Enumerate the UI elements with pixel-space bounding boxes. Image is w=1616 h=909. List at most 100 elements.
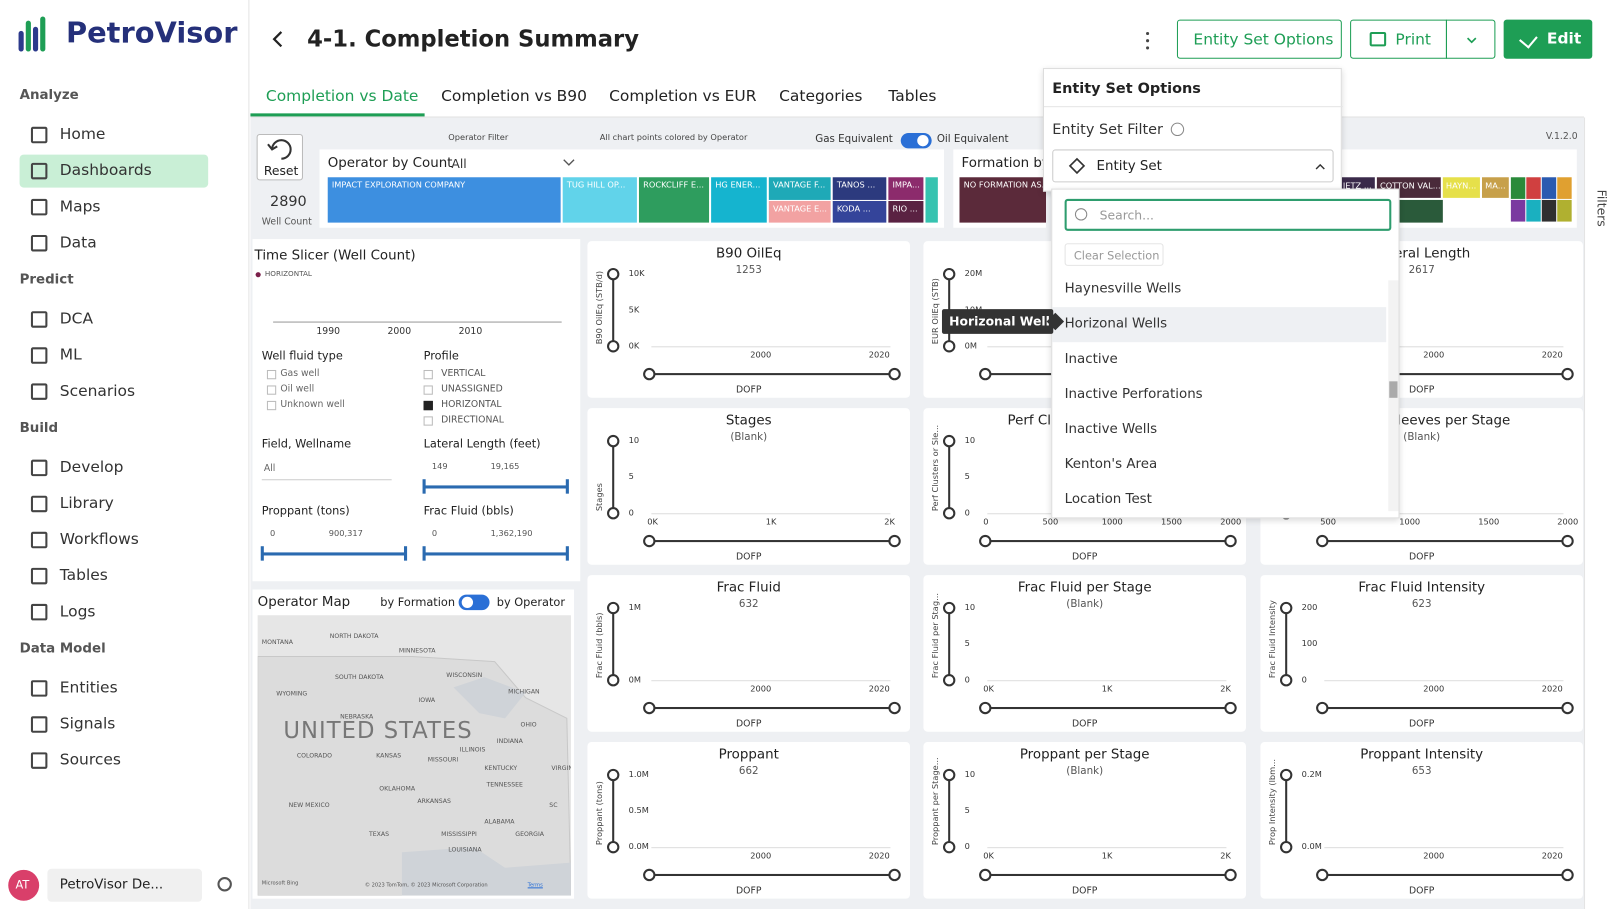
x-slider-handle[interactable]	[888, 868, 901, 882]
y-slider-handle[interactable]	[607, 340, 620, 353]
option[interactable]: Kenton's Area	[1052, 447, 1386, 482]
user-menu[interactable]: PetroVisor De...	[47, 868, 202, 902]
y-slider-handle[interactable]	[1280, 674, 1293, 687]
checkbox[interactable]	[266, 369, 277, 380]
treemap-tile[interactable]: TANOS ...	[832, 177, 887, 200]
treemap-tile[interactable]: RIO ...	[888, 200, 924, 223]
y-slider-handle[interactable]	[607, 267, 620, 281]
settings-icon[interactable]	[217, 877, 232, 892]
treemap-tile[interactable]: IMPA...	[888, 177, 924, 200]
x-slider-handle[interactable]	[979, 868, 992, 882]
range-handle[interactable]	[403, 546, 408, 561]
option[interactable]: Inactive Perforations	[1052, 377, 1386, 412]
tab[interactable]: Completion vs Date	[265, 86, 419, 106]
entity-set-select[interactable]: Entity Set	[1052, 149, 1334, 183]
x-slider-handle[interactable]	[979, 367, 992, 381]
nav-item[interactable]: Sources	[20, 744, 209, 777]
nav-item[interactable]: Library	[20, 487, 209, 520]
x-slider-handle[interactable]	[1561, 701, 1574, 715]
y-slider-handle[interactable]	[607, 674, 620, 687]
x-slider-handle[interactable]	[643, 367, 656, 381]
reset-button[interactable]: Reset	[256, 133, 303, 181]
x-slider-handle[interactable]	[1561, 367, 1574, 381]
checkbox[interactable]	[423, 416, 433, 426]
y-slider-handle[interactable]	[942, 601, 956, 615]
y-slider-handle[interactable]	[607, 601, 620, 615]
option[interactable]: Inactive	[1052, 342, 1386, 377]
x-slider-handle[interactable]	[1561, 868, 1574, 882]
y-slider-handle[interactable]	[942, 840, 956, 854]
nav-item[interactable]: Home	[20, 119, 209, 152]
y-slider-handle[interactable]	[942, 267, 956, 281]
field-dropdown[interactable]: All	[261, 460, 392, 481]
y-slider-handle[interactable]	[607, 840, 620, 854]
checkbox[interactable]	[423, 369, 433, 380]
option[interactable]: Inactive Wells	[1052, 412, 1386, 447]
y-slider-handle[interactable]	[607, 768, 620, 782]
range-handle[interactable]	[422, 546, 426, 561]
x-slider-handle[interactable]	[1316, 534, 1329, 548]
treemap-tile[interactable]: IMPACT EXPLORATION COMPANY	[327, 177, 561, 223]
treemap-tile[interactable]: ROCKCLIFF E...	[638, 177, 710, 223]
nav-item[interactable]: Entities	[20, 672, 209, 705]
option[interactable]: Haynesville Wells	[1052, 272, 1386, 307]
nav-item[interactable]: Scenarios	[20, 375, 209, 408]
treemap-tile[interactable]: HAYN...	[1442, 177, 1480, 198]
map-toggle[interactable]	[458, 594, 490, 611]
checkbox[interactable]	[423, 400, 433, 411]
treemap-tile[interactable]: MA...	[1482, 177, 1509, 198]
treemap-tile[interactable]: VANTAGE E...	[768, 200, 831, 223]
range-handle[interactable]	[260, 546, 264, 561]
button-edit[interactable]: Edit	[1503, 19, 1593, 59]
nav-item[interactable]: Develop	[20, 451, 209, 484]
y-slider-handle[interactable]	[942, 507, 956, 520]
treemap-tile[interactable]: TUG HILL OP...	[562, 177, 637, 223]
tab[interactable]: Completion vs EUR	[609, 86, 757, 106]
y-slider-handle[interactable]	[607, 434, 620, 448]
search-box[interactable]: Search...	[1064, 198, 1392, 231]
y-slider-handle[interactable]	[942, 434, 956, 448]
checkbox[interactable]	[266, 385, 277, 395]
nav-item[interactable]: Maps	[20, 191, 209, 224]
x-slider-handle[interactable]	[1224, 868, 1237, 882]
x-slider-handle[interactable]	[888, 367, 901, 381]
x-slider-handle[interactable]	[979, 701, 992, 715]
nav-item[interactable]: Signals	[20, 708, 209, 741]
nav-item[interactable]: Data	[20, 227, 209, 260]
range-handle[interactable]	[565, 546, 569, 561]
clear-selection[interactable]: Clear Selection	[1064, 243, 1164, 266]
x-slider-handle[interactable]	[1316, 868, 1329, 882]
y-slider-handle[interactable]	[607, 507, 620, 520]
units-toggle[interactable]	[900, 132, 932, 149]
y-slider-handle[interactable]	[942, 768, 956, 782]
nav-item[interactable]: Logs	[20, 596, 209, 629]
button-print[interactable]: Print	[1350, 19, 1447, 59]
option[interactable]: Location Test	[1052, 482, 1386, 517]
x-slider-handle[interactable]	[888, 534, 901, 548]
x-slider-handle[interactable]	[888, 701, 901, 715]
y-slider-handle[interactable]	[1280, 601, 1293, 615]
back-button[interactable]	[270, 29, 286, 50]
x-slider-handle[interactable]	[1316, 701, 1329, 715]
nav-item[interactable]: ML	[20, 339, 209, 372]
x-slider-handle[interactable]	[979, 534, 992, 548]
y-slider-handle[interactable]	[942, 674, 956, 687]
map-terms[interactable]: Terms	[527, 882, 543, 889]
nav-item[interactable]: DCA	[20, 303, 209, 336]
tab[interactable]: Categories	[779, 86, 863, 106]
x-slider-handle[interactable]	[643, 868, 656, 882]
x-slider-handle[interactable]	[1224, 701, 1237, 715]
y-slider-handle[interactable]	[1280, 840, 1293, 854]
y-slider-handle[interactable]	[942, 340, 956, 353]
x-slider-handle[interactable]	[1561, 534, 1574, 548]
button-print-menu[interactable]	[1445, 19, 1496, 59]
x-slider-handle[interactable]	[1224, 534, 1237, 548]
y-slider-handle[interactable]	[1280, 768, 1293, 782]
range-handle[interactable]	[422, 479, 426, 494]
x-slider-handle[interactable]	[643, 701, 656, 715]
tab[interactable]: Completion vs B90	[441, 86, 587, 106]
x-slider-handle[interactable]	[643, 534, 656, 548]
option[interactable]: Horizonal Wells	[1052, 307, 1387, 343]
treemap-tile[interactable]: KODA ...	[832, 200, 887, 223]
tab[interactable]: Tables	[888, 86, 937, 106]
